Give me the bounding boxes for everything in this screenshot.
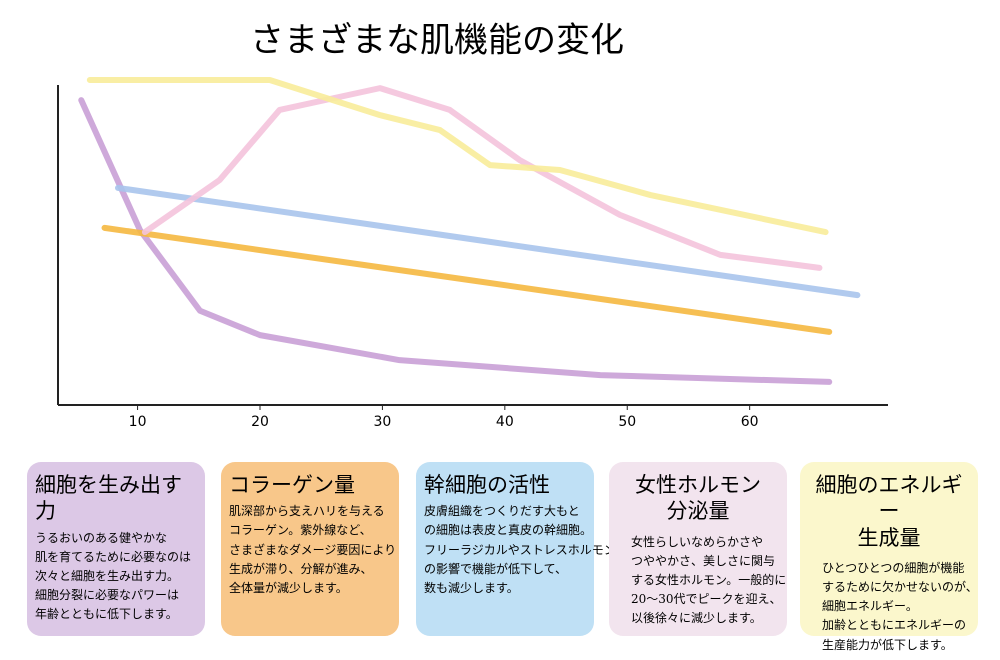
card-description: 肌深部から支えハリを与える コラーゲン。紫外線など、さまざまなダメージ要因により生… (229, 502, 397, 598)
description-line: 以後徐々に減少します。 (631, 611, 762, 626)
description-line: うるおいのある健やかな (35, 530, 168, 545)
card-description: 女性らしいなめらかさや つややかさ、美しさに関与 する女性ホルモン。一般的に 20～3… (617, 529, 787, 629)
legend-card: 幹細胞の活性皮膚組織をつくりだす大もと の細胞は表皮と真皮の幹細胞。フリーラジカル… (416, 462, 616, 636)
description-line: 生成が滞り、分解が進み、 (229, 561, 373, 576)
x-tick-label: 20 (251, 414, 269, 430)
legend-card: 細胞のエネルギー 生成量 ひとつひとつの細胞が機能 するために欠かせないのが、 細胞エ… (800, 462, 978, 652)
card-description: 皮膚組織をつくりだす大もと の細胞は表皮と真皮の幹細胞。フリーラジカルやストレスホ… (424, 502, 616, 598)
description-line: するために欠かせないのが、 (822, 579, 978, 594)
chart-title: さまざまな肌機能の変化 (250, 21, 624, 61)
description-line: 生産能力が低下します。 (822, 637, 953, 652)
description-line: さまざまなダメージ要因により (229, 542, 397, 557)
description-line: つややかさ、美しさに関与 (631, 553, 776, 568)
x-tick-label: 40 (496, 414, 514, 430)
description-line: する女性ホルモン。一般的に (631, 572, 787, 587)
description-line: コラーゲン。紫外線など、 (229, 523, 372, 538)
card-description: うるおいのある健やかな肌を育てるために必要なのは 次々と細胞を生み出す力。 細胞分裂… (35, 529, 197, 625)
legend-card: コラーゲン量肌深部から支えハリを与える コラーゲン。紫外線など、さまざまなダメージ… (221, 462, 399, 636)
card-description: ひとつひとつの細胞が機能 するために欠かせないのが、 細胞エネルギー。加齢とともにエ… (808, 555, 978, 655)
description-line: 細胞エネルギー。 (822, 599, 918, 614)
legend-card: 細胞を生み出す力うるおいのある健やかな肌を育てるために必要なのは 次々と細胞を生み… (27, 462, 205, 636)
x-tick-label: 60 (741, 414, 759, 430)
description-line: 女性らしいなめらかさや (631, 534, 764, 549)
description-line: 数も減少します。 (424, 581, 519, 595)
description-line: フリーラジカルやストレスホルモン (424, 542, 616, 557)
description-line: ひとつひとつの細胞が機能 (822, 560, 965, 575)
legend-entry: 細胞のエネルギー 生成量 (815, 473, 963, 550)
legend-card: 女性ホルモン 分泌量 女性らしいなめらかさや つややかさ、美しさに関与 する女性ホルモ… (609, 462, 787, 636)
description-line: 次々と細胞を生み出す力。 (35, 568, 180, 583)
description-line: の細胞は表皮と真皮の幹細胞。 (424, 523, 593, 538)
series-line (86, 77, 829, 236)
description-line: 肌を育てるために必要なのは (35, 549, 192, 564)
description-line: 細胞分裂に必要なパワーは (35, 588, 180, 603)
x-tick-label: 10 (129, 414, 147, 430)
chart: さまざまな肌機能の変化 10 20 30 40 50 60 (57, 21, 888, 430)
legend-entry: コラーゲン量 (229, 473, 355, 497)
x-tick-label: 30 (373, 414, 391, 430)
legend-entry: 女性ホルモン 分泌量 (635, 473, 761, 524)
series-line (114, 184, 861, 299)
description-line: 全体量が減少します。 (229, 581, 348, 595)
legend-entry: 幹細胞の活性 (424, 473, 550, 497)
series-line (101, 224, 833, 335)
description-line: 肌深部から支えハリを与える (229, 504, 385, 519)
description-line: 20～30代でピークを迎え、 (631, 592, 782, 607)
description-line: 加齢とともにエネルギーの (822, 618, 967, 633)
description-line: 皮膚組織をつくりだす大もと (424, 504, 580, 519)
series-line (141, 85, 823, 271)
description-line: の影響で機能が低下して、 (424, 561, 568, 576)
legend-entry: 細胞を生み出す力 (35, 473, 182, 524)
description-line: 年齢とともに低下します。 (35, 607, 178, 622)
x-tick-label: 50 (618, 414, 636, 430)
